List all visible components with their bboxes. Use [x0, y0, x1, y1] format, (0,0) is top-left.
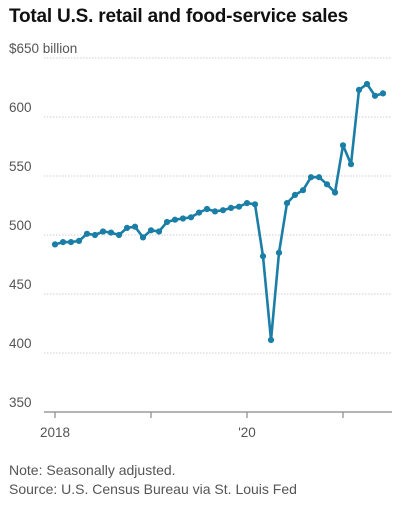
data-point-2018-12	[139, 234, 147, 241]
data-point-2021-02	[347, 161, 355, 168]
data-point-2018-08	[107, 229, 115, 236]
data-point-2019-09	[211, 208, 219, 215]
data-point-2018-07	[99, 228, 107, 235]
data-point-2020-06	[283, 200, 291, 207]
source-text: Source: U.S. Census Bureau via St. Louis…	[9, 481, 297, 497]
series-line	[54, 82, 384, 342]
data-point-2021-01	[339, 142, 347, 149]
footnotes: Note: Seasonally adjusted. Source: U.S. …	[9, 461, 297, 499]
data-point-2018-04	[75, 237, 83, 244]
data-point-2020-01	[243, 200, 251, 207]
data-point-2019-11	[227, 204, 235, 211]
data-point-2018-06	[91, 231, 99, 239]
data-point-2019-01	[147, 227, 155, 234]
data-point-2020-11	[323, 181, 331, 188]
data-point-2021-06	[379, 90, 387, 97]
data-point-2019-08	[203, 205, 211, 213]
data-point-2019-05	[179, 215, 187, 222]
x-tick-label-2018-01: 2018	[40, 425, 70, 440]
y-tick-label-550: 550	[9, 159, 32, 174]
y-tick-label-350: 350	[9, 395, 32, 410]
data-point-2018-09	[115, 231, 123, 239]
line-chart: 350 400 450 500 550 600 $650 billion 2018 '20	[9, 41, 392, 440]
y-tick-label-400: 400	[9, 336, 32, 351]
data-point-2020-05	[275, 249, 283, 256]
y-tick-label-450: 450	[9, 277, 32, 292]
data-point-2018-03	[67, 239, 75, 246]
data-point-2020-07	[291, 191, 299, 198]
data-point-2019-06	[187, 214, 195, 221]
data-point-2018-05	[83, 230, 91, 237]
gridlines	[44, 57, 392, 354]
data-point-2020-04	[267, 336, 275, 344]
data-point-2019-10	[219, 207, 227, 214]
y-axis-tick-labels: 350 400 450 500 550 600 $650 billion	[9, 41, 77, 410]
data-point-2019-12	[235, 203, 243, 210]
data-point-2021-05	[371, 92, 379, 99]
data-point-2019-02	[155, 228, 163, 235]
chart-title: Total U.S. retail and food-service sales	[9, 6, 349, 27]
x-tick-label-2020-01: '20	[238, 425, 256, 440]
series-sales	[51, 80, 387, 344]
y-tick-label-650: $650 billion	[9, 41, 77, 56]
data-point-2020-08	[299, 187, 307, 194]
data-point-2018-10	[123, 224, 131, 231]
data-point-2020-02	[251, 201, 259, 208]
note-text: Note: Seasonally adjusted.	[9, 462, 176, 478]
x-axis: 2018 '20	[40, 411, 392, 440]
data-point-2020-12	[331, 189, 339, 196]
data-point-2021-03	[355, 86, 363, 93]
data-point-2019-03	[163, 218, 171, 226]
data-point-2021-04	[363, 80, 371, 88]
data-point-2020-09	[307, 174, 315, 181]
data-point-2018-02	[59, 239, 67, 246]
data-point-2020-10	[315, 174, 323, 181]
y-tick-label-600: 600	[9, 100, 32, 115]
data-point-2019-04	[171, 216, 179, 223]
data-point-2018-11	[131, 223, 139, 230]
data-point-2020-03	[259, 253, 267, 260]
data-point-2018-01	[51, 241, 59, 248]
data-point-2019-07	[195, 209, 203, 216]
y-tick-label-500: 500	[9, 218, 32, 233]
